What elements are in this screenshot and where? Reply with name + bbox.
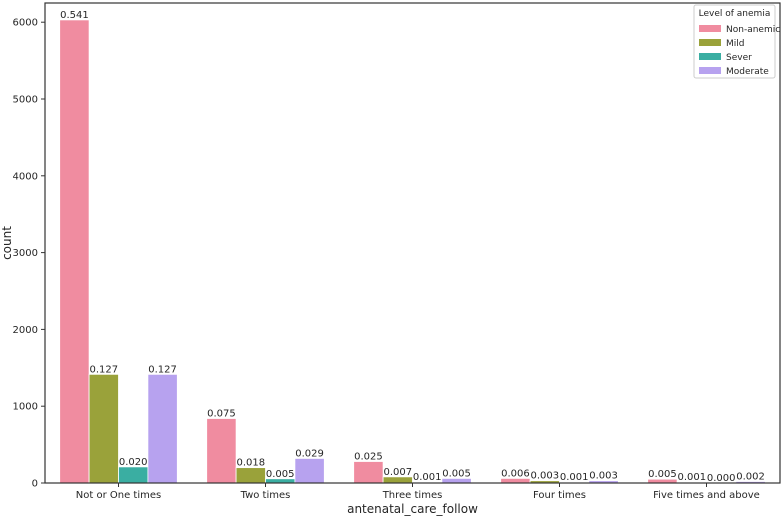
bar-value-label: 0.018 xyxy=(236,458,265,469)
x-tick-label: Three times xyxy=(382,490,443,501)
bar-value-label: 0.007 xyxy=(383,467,412,478)
legend-title: Level of anemia xyxy=(699,9,771,19)
y-tick-label: 4000 xyxy=(13,171,38,182)
bar xyxy=(88,373,119,484)
bar xyxy=(147,373,178,484)
bar xyxy=(206,418,237,484)
bar xyxy=(59,19,90,484)
legend: Level of anemia Non-anemic Mild Sever Modera… xyxy=(693,4,780,79)
legend-entry-label: Mild xyxy=(726,39,744,49)
legend-swatch xyxy=(699,25,721,32)
legend-swatch xyxy=(699,53,721,60)
bar xyxy=(353,461,384,484)
bar xyxy=(235,467,266,484)
bar-value-label: 0.000 xyxy=(707,473,736,484)
x-tick-label: Five times and above xyxy=(653,490,760,501)
bar-value-label: 0.003 xyxy=(589,471,618,482)
bar-value-label: 0.001 xyxy=(413,472,442,483)
bar-value-label: 0.006 xyxy=(501,468,530,479)
x-tick-label: Not or One times xyxy=(76,490,161,501)
bar-value-label: 0.001 xyxy=(560,472,589,483)
bar-value-label: 0.005 xyxy=(442,468,471,479)
y-tick-label: 5000 xyxy=(13,95,38,106)
bar xyxy=(294,458,325,484)
y-axis-title: count xyxy=(0,226,14,260)
legend-entry-label: Moderate xyxy=(726,67,769,77)
x-tick-label: Four times xyxy=(533,490,586,501)
bar-value-label: 0.127 xyxy=(89,364,118,375)
y-tick-label: 3000 xyxy=(13,248,38,259)
y-tick-label: 0 xyxy=(32,479,38,490)
bar-value-label: 0.075 xyxy=(207,408,236,419)
bar-value-label: 0.020 xyxy=(119,457,148,468)
bar-value-label: 0.003 xyxy=(530,471,559,482)
bar-value-label: 0.025 xyxy=(354,451,383,462)
bar-value-label: 0.029 xyxy=(295,448,324,459)
y-tick-label: 2000 xyxy=(13,325,38,336)
x-tick-label: Two times xyxy=(240,490,291,501)
y-tick-label: 1000 xyxy=(13,402,38,413)
bar-value-label: 0.002 xyxy=(736,471,765,482)
bar-value-label: 0.127 xyxy=(148,364,177,375)
legend-swatch xyxy=(699,67,721,74)
bar-value-label: 0.541 xyxy=(60,10,89,21)
y-tick-label: 6000 xyxy=(13,18,38,29)
bar-value-label: 0.001 xyxy=(677,472,706,483)
x-axis-title: antenatal_care_follow xyxy=(347,502,478,516)
bar xyxy=(118,466,149,484)
legend-swatch xyxy=(699,39,721,46)
bar-value-label: 0.005 xyxy=(648,469,677,480)
legend-entry-label: Non-anemic xyxy=(726,25,780,35)
bar-value-label: 0.005 xyxy=(266,469,295,480)
legend-entry-label: Sever xyxy=(726,53,752,63)
plot-frame xyxy=(44,2,781,484)
